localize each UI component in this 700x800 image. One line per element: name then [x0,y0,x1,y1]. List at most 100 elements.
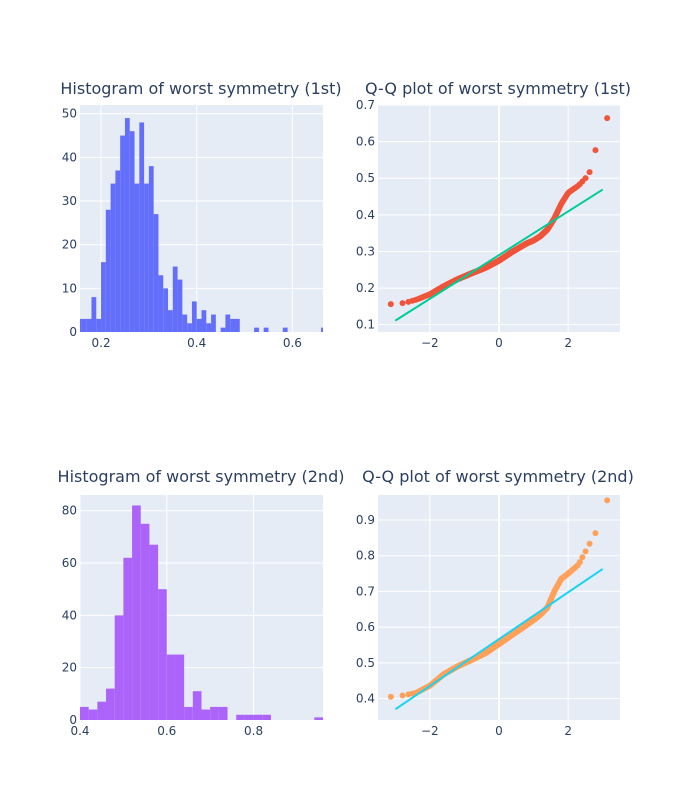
hist1-ytick-label-0: 0 [69,325,77,339]
hist1-bar-15 [148,166,154,332]
qq2-point-565 [582,548,589,555]
hist1-ytick-label-2: 20 [62,238,77,252]
hist1-bar-24 [191,301,197,332]
hist2-bar-6 [132,505,141,720]
qq2-ytick-label-3: 0.7 [356,584,375,598]
hist1-bar-37 [254,327,259,332]
qq2-ytick-label-2: 0.6 [356,620,375,634]
hist1-bar-22 [182,314,188,332]
hist2-bar-2 [97,701,107,720]
hist1-bar-8 [115,170,121,332]
hist2-bar-18 [236,714,245,720]
hist1-bar-16 [153,214,159,332]
hist1-bar-14 [144,183,149,332]
qq1-point-1 [399,300,406,307]
hist1-xtick-label-0: 0.2 [92,336,111,350]
qq2-xtick-label-1: 0 [495,724,503,738]
hist2-xtick-label-2: 0.8 [244,724,263,738]
hist2-bar-3 [106,688,115,720]
hist1-bar-11 [129,131,135,332]
hist2-bar-7 [140,523,150,720]
hist2-bar-4 [114,615,124,720]
hist1-bar-19 [168,310,173,332]
hist1-bar-0 [80,318,82,332]
hist2-ytick-label-0: 0 [69,713,77,727]
qq1-point-565 [582,175,589,182]
hist1-title: Histogram of worst symmetry (1st) [60,79,341,98]
hist2-bar-10 [166,654,176,720]
qq2-title: Q-Q plot of worst symmetry (2nd) [362,467,634,486]
hist1-bar-43 [282,327,288,332]
hist1-bar-7 [110,183,116,332]
qq2-point-564 [579,554,586,561]
hist2-bar-5 [123,557,133,720]
hist1-bar-17 [158,275,164,332]
hist1-bar-51 [321,327,323,332]
hist2-bar-15 [210,706,219,720]
qq1-ytick-label-3: 0.4 [356,208,375,222]
qq2-xtick-label-2: 2 [564,724,572,738]
hist2-xtick-label-1: 0.6 [157,724,176,738]
qq1-point-0 [387,301,394,308]
hist1-panel: 0 10 20 30 40 50 0.2 0.4 0.6 Histogram of worst s… [60,79,341,350]
hist2-ytick-label-2: 40 [62,608,77,622]
hist2-bar-12 [184,706,193,720]
hist1-bar-10 [124,118,130,332]
hist1-xtick-label-2: 0.6 [283,336,302,350]
hist1-bar-26 [201,310,207,332]
hist1-xtick-label-1: 0.4 [187,336,206,350]
hist2-bar-27 [314,717,323,720]
hist1-bar-9 [120,135,125,332]
qq2-point-568 [604,497,611,504]
qq2-fit-line [394,568,604,711]
hist2-ytick-label-1: 20 [62,661,77,675]
hist1-ytick-label-4: 40 [62,150,77,164]
qq1-point-566 [586,169,593,176]
hist1-bar-27 [206,323,212,332]
qq1-xtick-label-1: 0 [495,336,503,350]
qq1-ytick-label-2: 0.3 [356,244,375,258]
qq2-ytick-label-1: 0.5 [356,656,375,670]
qq1-point-568 [604,115,611,122]
hist2-ytick-label-3: 60 [62,556,77,570]
hist1-bar-39 [263,327,269,332]
hist1-bar-5 [101,262,106,332]
qq1-ytick-label-4: 0.5 [356,171,375,185]
hist1-bar-3 [91,297,97,332]
hist1-bar-28 [211,314,216,332]
qq2-point-1 [399,692,406,699]
hist2-bar-0 [80,706,89,720]
hist2-ytick-label-4: 80 [62,504,77,518]
qq1-ytick-label-1: 0.2 [356,281,375,295]
hist2-xtick-label-0: 0.4 [70,724,89,738]
hist2-bar-21 [262,714,271,720]
hist1-bar-6 [105,209,111,332]
hist1-bar-25 [196,318,202,332]
qq2-point-563 [576,559,583,566]
qq2-point-567 [592,530,599,537]
qq1-panel: 0.1 0.2 0.3 0.4 0.5 0.6 0.7 −2 0 2 Q-Q plot of wor… [356,79,631,350]
qq1-xtick-label-0: −2 [421,336,439,350]
qq2-xtick-label-0: −2 [421,724,439,738]
hist1-bar-1 [81,318,87,332]
qq1-fit-line [394,188,604,322]
hist1-bar-33 [234,318,240,332]
hist2-bar-20 [253,714,263,720]
hist1-bar-20 [172,266,178,332]
hist1-bar-18 [163,288,169,332]
qq2-ytick-label-0: 0.4 [356,692,375,706]
qq2-ytick-label-5: 0.9 [356,513,375,527]
hist2-bar-13 [192,691,202,720]
hist1-bar-32 [230,318,235,332]
hist1-ytick-label-3: 30 [62,194,77,208]
hist2-bar-19 [244,714,254,720]
hist1-bar-30 [220,327,226,332]
hist1-bar-2 [86,318,92,332]
hist1-bar-31 [225,314,231,332]
qq1-title: Q-Q plot of worst symmetry (1st) [365,79,631,98]
hist1-bar-4 [96,318,102,332]
hist2-panel: 0 20 40 60 80 0.4 0.6 0.8 Histogram of worst sym… [58,467,345,738]
hist1-bar-21 [177,279,183,332]
qq2-point-0 [387,693,394,700]
